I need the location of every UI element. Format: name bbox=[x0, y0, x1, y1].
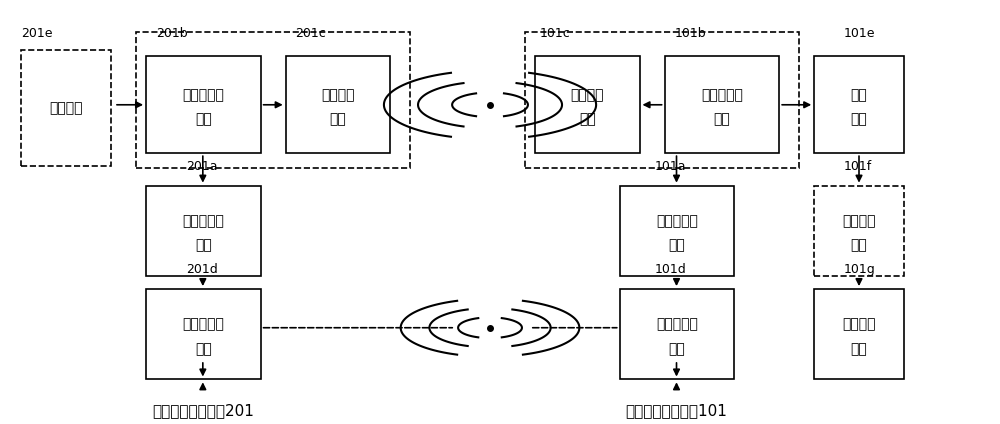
Text: 储能: 储能 bbox=[851, 88, 867, 102]
Text: 201d: 201d bbox=[186, 263, 218, 276]
FancyBboxPatch shape bbox=[535, 56, 640, 153]
FancyBboxPatch shape bbox=[525, 32, 799, 168]
Text: 发射端变换: 发射端变换 bbox=[182, 88, 224, 102]
Text: 车辆驱动: 车辆驱动 bbox=[842, 318, 876, 332]
Text: 101e: 101e bbox=[844, 27, 876, 40]
Text: 接收端控制: 接收端控制 bbox=[656, 214, 698, 228]
Text: 模块: 模块 bbox=[195, 238, 212, 252]
FancyBboxPatch shape bbox=[21, 50, 111, 166]
FancyBboxPatch shape bbox=[620, 186, 734, 276]
Text: 模块: 模块 bbox=[579, 112, 596, 126]
FancyBboxPatch shape bbox=[146, 289, 261, 379]
Text: 无线充电的接收端101: 无线充电的接收端101 bbox=[626, 404, 727, 418]
Text: 模块: 模块 bbox=[195, 112, 212, 126]
Text: 接收端变换: 接收端变换 bbox=[701, 88, 743, 102]
Text: 接收端通信: 接收端通信 bbox=[656, 318, 698, 332]
Text: 模块: 模块 bbox=[669, 238, 685, 252]
Text: 外部电源: 外部电源 bbox=[49, 101, 83, 115]
Text: 模块: 模块 bbox=[714, 112, 730, 126]
Text: 模块: 模块 bbox=[195, 342, 212, 356]
Text: 101g: 101g bbox=[844, 263, 876, 276]
Text: 装置: 装置 bbox=[851, 342, 867, 356]
Text: 201e: 201e bbox=[21, 27, 53, 40]
Text: 发射端通信: 发射端通信 bbox=[182, 318, 224, 332]
FancyBboxPatch shape bbox=[146, 186, 261, 276]
Text: 无线充电的发射端201: 无线充电的发射端201 bbox=[152, 404, 254, 418]
Text: 101c: 101c bbox=[540, 27, 571, 40]
Text: 101f: 101f bbox=[844, 159, 872, 173]
Text: 101a: 101a bbox=[655, 159, 686, 173]
Text: 功率接收: 功率接收 bbox=[571, 88, 604, 102]
Text: 101d: 101d bbox=[655, 263, 686, 276]
Text: 模块: 模块 bbox=[851, 238, 867, 252]
FancyBboxPatch shape bbox=[286, 56, 390, 153]
FancyBboxPatch shape bbox=[146, 56, 261, 153]
Text: 201c: 201c bbox=[296, 27, 326, 40]
Text: 储能管理: 储能管理 bbox=[842, 214, 876, 228]
FancyBboxPatch shape bbox=[814, 56, 904, 153]
FancyBboxPatch shape bbox=[814, 186, 904, 276]
Text: 功率发射: 功率发射 bbox=[321, 88, 355, 102]
FancyBboxPatch shape bbox=[136, 32, 410, 168]
Text: 201a: 201a bbox=[186, 159, 217, 173]
FancyBboxPatch shape bbox=[814, 289, 904, 379]
FancyBboxPatch shape bbox=[620, 289, 734, 379]
Text: 模块: 模块 bbox=[669, 342, 685, 356]
FancyBboxPatch shape bbox=[665, 56, 779, 153]
Text: 发射端控制: 发射端控制 bbox=[182, 214, 224, 228]
Text: 模块: 模块 bbox=[851, 112, 867, 126]
Text: 模块: 模块 bbox=[330, 112, 346, 126]
Text: 101b: 101b bbox=[675, 27, 706, 40]
Text: 201b: 201b bbox=[156, 27, 188, 40]
